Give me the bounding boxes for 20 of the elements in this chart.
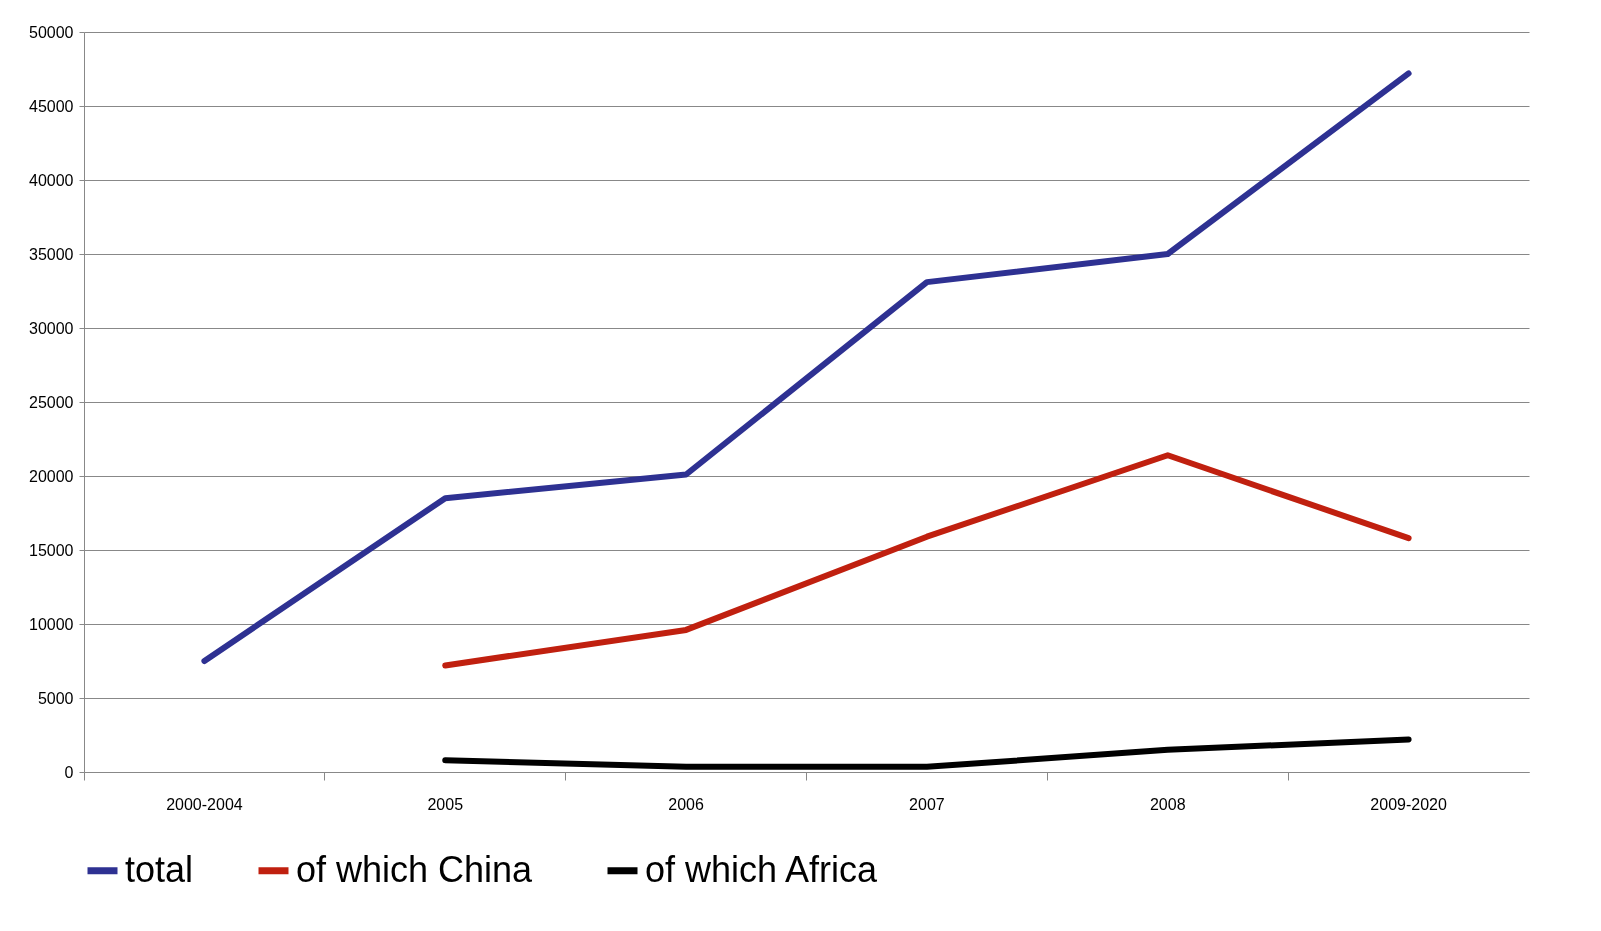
y-tick-label: 50000 [29,23,74,41]
x-tick-label: 2009-2020 [1370,795,1447,813]
y-tick-label: 30000 [29,319,74,337]
x-tick-label: 2005 [427,795,464,813]
y-tick-label: 45000 [29,97,74,115]
y-tick-label: 10000 [29,615,74,633]
y-tick-label: 25000 [29,393,74,411]
x-tick-label: 2006 [668,795,704,813]
x-tick-label: 2007 [909,795,945,813]
y-tick-label: 5000 [37,689,74,707]
y-tick-label: 0 [64,763,74,781]
y-tick-label: 35000 [29,245,74,263]
legend-label: of which China [296,848,534,890]
x-tick-label: 2000-2004 [166,795,243,813]
x-tick-label: 2008 [1149,795,1186,813]
y-tick-label: 40000 [29,171,74,189]
y-tick-label: 15000 [29,541,74,559]
y-tick-label: 20000 [29,467,74,485]
legend-label: total [125,848,194,890]
legend-label: of which Africa [645,848,879,890]
